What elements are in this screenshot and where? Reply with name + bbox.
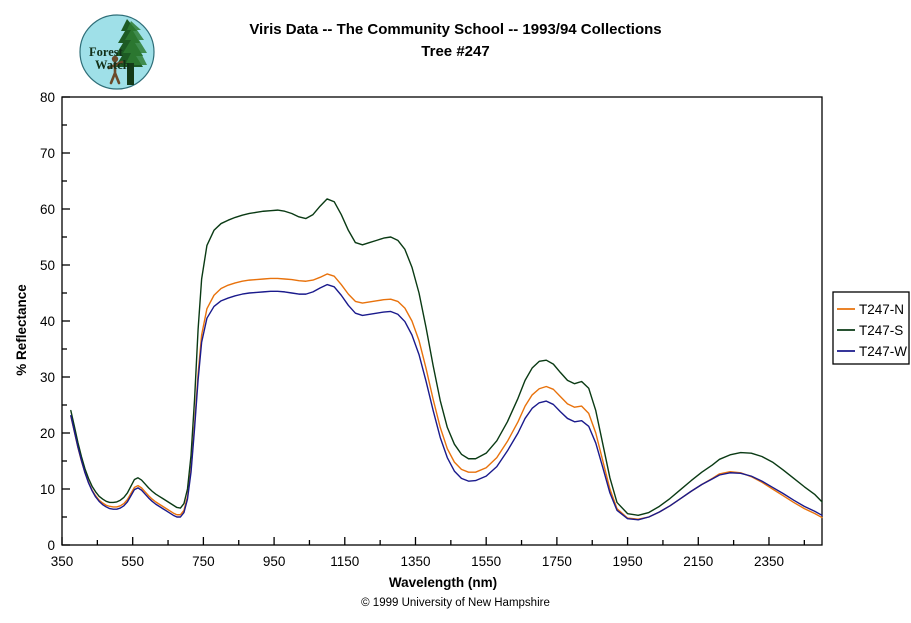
- x-tick-label: 1150: [330, 554, 359, 569]
- plot-border: [61, 96, 823, 546]
- y-tick-label: 30: [40, 370, 55, 385]
- figure-head-icon: [111, 55, 119, 63]
- x-tick-label: 1950: [613, 554, 643, 569]
- series-line-t247-w: [70, 283, 823, 521]
- legend-box: [832, 291, 910, 365]
- logo-artwork: [107, 19, 147, 85]
- chart-title-line2: Tree #247: [421, 43, 490, 60]
- chart-legend: T247-N T247-S T247-W: [832, 291, 910, 365]
- chart-title-line1: Viris Data -- The Community School -- 19…: [249, 21, 662, 38]
- legend-label-t247-s: T247-S: [859, 323, 903, 338]
- figure-body-icon: [107, 60, 124, 85]
- x-tick-label: 750: [192, 554, 215, 569]
- logo-text-line2: Watch: [95, 58, 130, 72]
- x-tick-label: 350: [51, 554, 74, 569]
- y-tick-label: 0: [47, 538, 55, 553]
- y-tick-label: 10: [40, 482, 55, 497]
- y-axis: 0 10 20 30 40 50 60 70 80: [40, 90, 70, 553]
- x-axis-title: Wavelength (nm): [389, 575, 497, 590]
- y-axis-title: % Reflectance: [14, 284, 29, 376]
- data-series-group: [70, 198, 823, 521]
- tree-trunk-icon: [127, 63, 134, 85]
- legend-label-t247-w: T247-W: [859, 344, 907, 359]
- forest-watch-logo-svg: Forest Watch: [79, 14, 155, 90]
- series-line-t247-n: [70, 273, 823, 520]
- y-tick-label: 20: [40, 426, 55, 441]
- x-tick-label: 1550: [471, 554, 501, 569]
- x-axis: 350 550 750 950 1150 1350 1550 1750 1950 2150 2350: [51, 537, 805, 569]
- plot-frame: [61, 96, 823, 546]
- x-tick-label: 1750: [542, 554, 572, 569]
- x-tick-label: 550: [121, 554, 144, 569]
- x-tick-label: 950: [263, 554, 286, 569]
- y-tick-label: 70: [40, 146, 55, 161]
- forest-watch-logo: Forest Watch: [75, 13, 159, 91]
- series-line-t247-s: [70, 198, 823, 517]
- legend-label-t247-n: T247-N: [859, 302, 904, 317]
- y-tick-label: 50: [40, 258, 55, 273]
- x-tick-label: 2150: [683, 554, 713, 569]
- y-tick-label: 40: [40, 314, 55, 329]
- x-tick-label: 1350: [400, 554, 430, 569]
- y-tick-label: 60: [40, 202, 55, 217]
- copyright-footer: © 1999 University of New Hampshire: [361, 597, 550, 609]
- tree-canopy-highlight-icon: [123, 21, 147, 65]
- y-tick-label: 80: [40, 90, 55, 105]
- logo-text-line1: Forest: [89, 45, 124, 59]
- x-tick-label: 2350: [754, 554, 784, 569]
- chart-title: Viris Data -- The Community School -- 19…: [0, 19, 911, 63]
